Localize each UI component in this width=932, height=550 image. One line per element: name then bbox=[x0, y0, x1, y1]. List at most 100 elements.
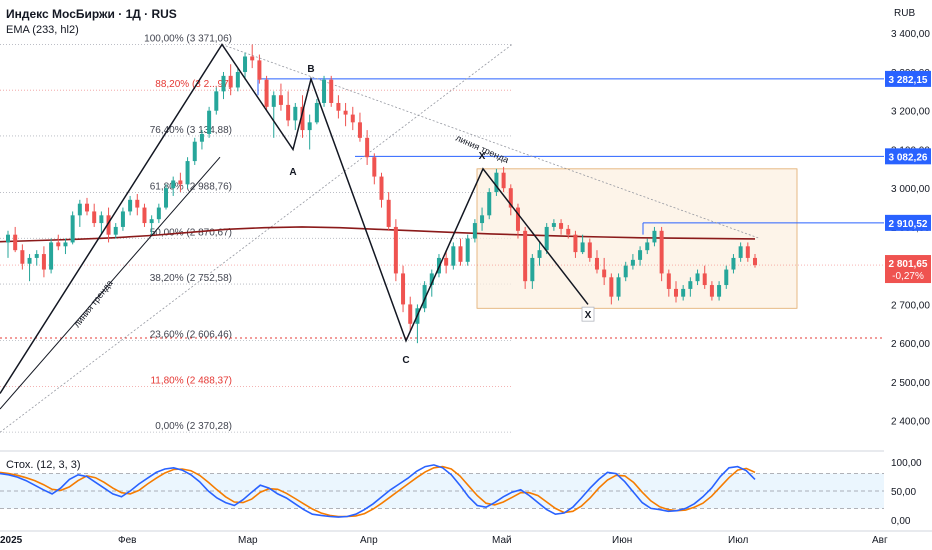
candle bbox=[156, 203, 161, 224]
fib-level-label: 100,00% (3 371,06) bbox=[144, 33, 232, 44]
x-tick-label: Июн bbox=[612, 535, 632, 546]
wave-path bbox=[0, 43, 589, 394]
candle bbox=[537, 242, 542, 266]
candle-body bbox=[544, 226, 549, 251]
candle-body bbox=[113, 226, 118, 235]
candle-body bbox=[27, 257, 32, 264]
currency-label[interactable]: RUB bbox=[894, 8, 916, 19]
x-tick-label: Фев bbox=[118, 535, 136, 546]
stoch-tick-label: 100,00 bbox=[891, 458, 922, 469]
last-price-change: -0,27% bbox=[892, 271, 924, 282]
candle-body bbox=[717, 285, 722, 297]
candle-body bbox=[293, 106, 298, 121]
candle bbox=[56, 234, 61, 251]
candle bbox=[681, 285, 686, 301]
candle-body bbox=[135, 199, 140, 208]
candle-body bbox=[609, 277, 614, 297]
candle-body bbox=[77, 203, 82, 216]
trendline-upper bbox=[221, 44, 761, 239]
candle-body bbox=[192, 141, 197, 162]
y-tick-label: 2 600,00 bbox=[891, 339, 930, 350]
candle-body bbox=[178, 180, 183, 185]
fib-level-label: 38,20% (2 752,58) bbox=[150, 273, 232, 284]
candle-body bbox=[63, 242, 68, 247]
candle-body bbox=[487, 192, 492, 216]
candle-body bbox=[666, 273, 671, 289]
candle-body bbox=[623, 265, 628, 278]
candle-body bbox=[638, 250, 643, 260]
candle bbox=[350, 106, 355, 131]
candle bbox=[228, 64, 233, 96]
candle bbox=[34, 250, 39, 266]
candle bbox=[623, 261, 628, 282]
candle-body bbox=[343, 110, 348, 115]
candle bbox=[185, 157, 190, 189]
wave-label: A bbox=[289, 167, 296, 178]
x-tick-label: Мар bbox=[238, 535, 258, 546]
candle-body bbox=[228, 75, 233, 88]
candle-body bbox=[753, 257, 757, 266]
candle-body bbox=[92, 211, 97, 224]
candle-body bbox=[594, 257, 599, 270]
candle-body bbox=[573, 234, 578, 253]
y-tick-label: 2 400,00 bbox=[891, 417, 930, 428]
candle bbox=[630, 254, 635, 270]
candle bbox=[673, 281, 678, 303]
candle bbox=[753, 254, 757, 268]
candle-body bbox=[695, 273, 700, 282]
ema-legend[interactable]: EMA (233, hl2) bbox=[6, 24, 79, 36]
y-tick-label: 3 200,00 bbox=[891, 107, 930, 118]
candle-body bbox=[429, 273, 434, 286]
candle bbox=[666, 269, 671, 297]
stoch-legend[interactable]: Стох. (12, 3, 3) bbox=[6, 459, 81, 471]
candle bbox=[609, 273, 614, 305]
candle-body bbox=[559, 223, 564, 229]
candle bbox=[372, 153, 377, 185]
wave-label: X bbox=[479, 151, 486, 162]
candle bbox=[444, 250, 449, 274]
candle bbox=[530, 254, 535, 289]
candle bbox=[393, 219, 398, 282]
candle bbox=[501, 166, 506, 193]
candle-body bbox=[515, 207, 520, 231]
candle bbox=[120, 207, 125, 231]
candle-body bbox=[13, 234, 18, 251]
candle-body bbox=[357, 122, 362, 138]
y-tick-label: 2 500,00 bbox=[891, 378, 930, 389]
candle-body bbox=[329, 79, 334, 103]
candle-body bbox=[422, 285, 427, 309]
candle bbox=[271, 91, 276, 138]
chart-title[interactable]: Индекс МосБиржи · 1Д · RUS bbox=[6, 7, 177, 21]
candle bbox=[192, 137, 197, 165]
candle-body bbox=[386, 199, 391, 227]
candle bbox=[652, 226, 657, 247]
stoch-k-line bbox=[0, 464, 756, 518]
candle-body bbox=[271, 95, 276, 107]
price-badge bbox=[885, 214, 931, 231]
candle-body bbox=[128, 199, 133, 212]
candle-body bbox=[580, 242, 585, 253]
candle bbox=[142, 203, 147, 227]
candle bbox=[264, 75, 269, 111]
candle bbox=[386, 192, 391, 231]
wave-label: X bbox=[585, 310, 592, 321]
candle-body bbox=[731, 257, 736, 270]
x-tick-label: Июл bbox=[728, 535, 748, 546]
candle-body bbox=[171, 180, 176, 189]
candle-body bbox=[235, 71, 240, 88]
candle-body bbox=[630, 259, 635, 266]
fib-level-label: 11,80% (2 488,37) bbox=[150, 375, 232, 386]
candle-body bbox=[688, 281, 693, 289]
candle-body bbox=[458, 246, 463, 262]
x-tick-label: Авг bbox=[872, 535, 888, 546]
candle-body bbox=[587, 242, 592, 258]
candle bbox=[494, 168, 499, 196]
candle-body bbox=[401, 273, 406, 305]
candle-body bbox=[530, 257, 535, 282]
candle-body bbox=[278, 95, 283, 105]
candle bbox=[515, 203, 520, 239]
candle bbox=[551, 219, 556, 231]
candle-body bbox=[523, 230, 528, 282]
candle bbox=[408, 296, 413, 332]
